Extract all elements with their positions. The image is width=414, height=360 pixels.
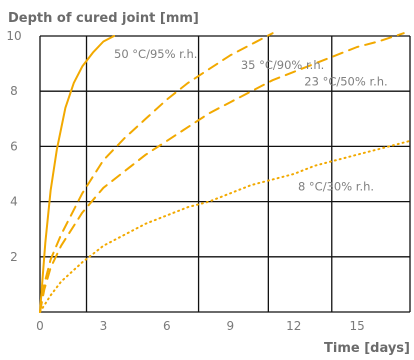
y-tick-label-4: 10 [6,29,21,43]
x-tick-label-3: 9 [226,319,234,333]
series-line-3 [39,139,411,313]
y-tick-label-0: 2 [10,250,18,264]
grid-layer [39,35,411,313]
series-line-1 [39,32,274,313]
series-annotation-1: 35 °C/90% r.h. [241,58,324,72]
x-tick-label-2: 6 [163,319,171,333]
x-axis-label: Time [days] [324,341,410,356]
y-tick-label-2: 6 [10,139,18,153]
x-tick-label-5: 15 [350,319,365,333]
x-tick-label-4: 12 [286,319,301,333]
series-layer [39,32,411,313]
series-annotation-0: 50 °C/95% r.h. [114,47,197,61]
tick-layer: 0 3 6 9 12 15 2 4 6 8 10 [6,29,364,333]
y-axis-label: Depth of cured joint [mm] [8,11,199,26]
annotation-layer: 50 °C/95% r.h. 35 °C/90% r.h. 23 °C/50% r.… [114,47,388,193]
series-line-0 [39,35,115,313]
y-tick-label-3: 8 [10,84,18,98]
series-annotation-2: 23 °C/50% r.h. [304,75,387,89]
y-tick-label-1: 4 [10,195,18,209]
x-tick-label-0: 0 [36,319,44,333]
series-line-2 [39,32,405,313]
series-annotation-3: 8 °C/30% r.h. [298,180,374,194]
x-tick-label-1: 3 [100,319,108,333]
